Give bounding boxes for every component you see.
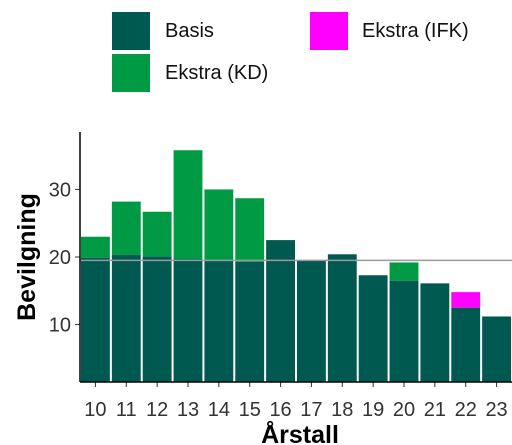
- bar-ekstra-kd-11: [111, 201, 141, 255]
- bar-ekstra-kd-15: [235, 198, 265, 262]
- bars-group: [81, 150, 511, 382]
- y-tick-label-20: 20: [49, 247, 71, 269]
- legend-label-ekstra-ifk: Ekstra (IFK): [362, 20, 469, 42]
- y-axis-title: Bevilgning: [13, 193, 41, 321]
- bar-ekstra-kd-10: [81, 236, 110, 258]
- bar-ekstra-ifk-22: [451, 292, 481, 308]
- x-tick-label-19: 19: [362, 399, 384, 421]
- bar-ekstra-kd-20: [389, 262, 419, 281]
- x-tick-label-23: 23: [485, 399, 507, 421]
- legend-swatch-ekstra-ifk: [310, 12, 348, 50]
- x-tick-label-11: 11: [116, 399, 137, 421]
- legend-label-ekstra-kd: Ekstra (KD): [165, 62, 269, 84]
- x-tick-label-17: 17: [300, 399, 322, 421]
- x-tick-label-22: 22: [455, 399, 477, 421]
- bar-ekstra-kd-13: [173, 150, 203, 260]
- x-tick-label-10: 10: [84, 399, 106, 421]
- legend-swatch-basis: [112, 12, 150, 50]
- bar-basis-20: [389, 280, 419, 382]
- bar-ekstra-kd-12: [142, 211, 172, 257]
- bar-basis-15: [235, 261, 265, 382]
- bar-ekstra-kd-14: [204, 189, 234, 262]
- legend-label-basis: Basis: [165, 20, 214, 42]
- bar-basis-17: [297, 260, 326, 382]
- bar-basis-14: [204, 261, 234, 382]
- bar-basis-10: [81, 257, 110, 382]
- bar-basis-13: [173, 259, 203, 382]
- x-tick-label-20: 20: [393, 399, 415, 421]
- y-tick-label-10: 10: [49, 315, 71, 337]
- x-tick-label-16: 16: [269, 399, 291, 421]
- x-tick-label-15: 15: [239, 399, 261, 421]
- x-tick-label-18: 18: [331, 399, 353, 421]
- bar-basis-22: [451, 307, 481, 382]
- y-tick-label-30: 30: [49, 179, 71, 201]
- x-tick-label-13: 13: [177, 399, 199, 421]
- bar-basis-18: [327, 254, 357, 382]
- x-tick-label-12: 12: [146, 399, 168, 421]
- x-axis-title: Årstall: [261, 420, 339, 445]
- legend-swatch-ekstra-kd: [112, 54, 150, 92]
- bar-basis-19: [358, 275, 388, 382]
- x-tick-label-21: 21: [424, 399, 446, 421]
- bar-basis-16: [266, 240, 295, 382]
- bar-basis-12: [142, 256, 172, 382]
- bar-basis-21: [420, 283, 450, 382]
- axes-group: 10 11 12 13 14 15 16 17 18 19 20 21 22 23 10 20 30: [49, 132, 512, 421]
- bar-basis-11: [111, 254, 141, 382]
- x-tick-label-14: 14: [208, 399, 230, 421]
- bar-basis-23: [482, 316, 511, 382]
